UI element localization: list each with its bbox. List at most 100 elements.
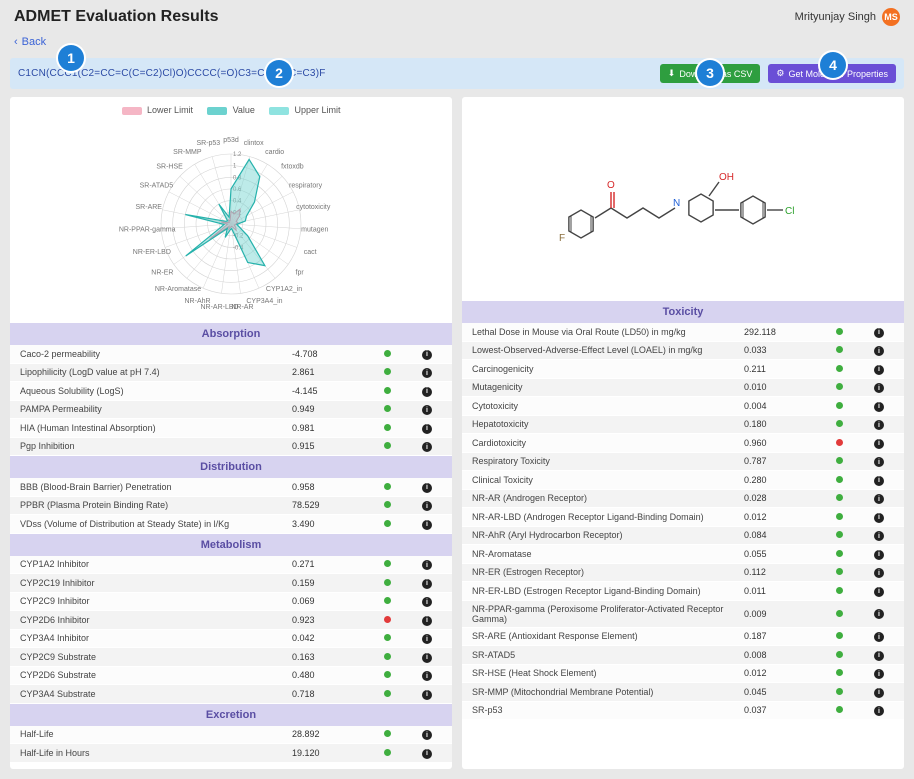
status-dot [814,567,864,577]
info-icon[interactable]: i [412,670,442,682]
info-icon[interactable]: i [412,651,442,663]
info-icon[interactable]: i [864,705,894,717]
info-icon[interactable]: i [412,577,442,589]
info-icon[interactable]: i [864,382,894,394]
info-icon[interactable]: i [864,530,894,542]
info-icon[interactable]: i [864,548,894,560]
svg-text:OH: OH [719,172,734,183]
property-row: CYP2C9 Inhibitor0.069i [10,593,452,612]
property-row: BBB (Blood-Brain Barrier) Penetration0.9… [10,478,452,497]
legend-value-swatch [207,107,227,115]
info-icon[interactable]: i [864,400,894,412]
property-value: 0.187 [744,631,814,641]
info-icon[interactable]: i [412,633,442,645]
property-value: 0.045 [744,687,814,697]
header: ADMET Evaluation Results Mrityunjay Sing… [0,0,914,32]
section-header: Toxicity [462,301,904,323]
info-icon[interactable]: i [412,614,442,626]
property-label: NR-PPAR-gamma (Peroxisome Proliferator-A… [472,604,744,624]
info-icon[interactable]: i [412,441,442,453]
property-label: CYP2C9 Inhibitor [20,596,292,606]
property-value: 0.010 [744,382,814,392]
info-icon[interactable]: i [864,668,894,680]
info-icon[interactable]: i [412,367,442,379]
info-icon[interactable]: i [412,348,442,360]
status-dot [362,596,412,606]
info-icon[interactable]: i [864,585,894,597]
property-label: NR-Aromatase [472,549,744,559]
info-icon[interactable]: i [864,686,894,698]
info-icon[interactable]: i [864,608,894,620]
info-icon[interactable]: i [412,481,442,493]
info-icon[interactable]: i [864,493,894,505]
property-label: CYP1A2 Inhibitor [20,559,292,569]
info-icon[interactable]: i [864,649,894,661]
info-icon[interactable]: i [412,747,442,759]
property-value: 0.923 [292,615,362,625]
property-value: 0.271 [292,559,362,569]
back-link[interactable]: ‹ Back [14,36,46,48]
property-row: CYP2C9 Substrate0.163i [10,648,452,667]
info-icon[interactable]: i [864,326,894,338]
info-icon[interactable]: i [412,422,442,434]
info-icon[interactable]: i [864,511,894,523]
property-value: 0.280 [744,475,814,485]
property-label: CYP3A4 Inhibitor [20,633,292,643]
property-value: 0.958 [292,482,362,492]
svg-text:Cl: Cl [785,206,794,217]
info-icon[interactable]: i [412,729,442,741]
svg-text:SR-p53: SR-p53 [196,140,220,147]
property-row: Caco-2 permeability-4.708i [10,345,452,364]
property-value: 0.028 [744,493,814,503]
avatar: MS [882,8,900,26]
info-icon[interactable]: i [412,596,442,608]
property-row: SR-MMP (Mitochondrial Membrane Potential… [462,683,904,702]
property-label: Aqueous Solubility (LogS) [20,386,292,396]
info-icon[interactable]: i [412,404,442,416]
property-value: 0.055 [744,549,814,559]
info-icon[interactable]: i [864,419,894,431]
svg-text:cact: cact [304,249,317,256]
info-icon[interactable]: i [412,688,442,700]
info-icon[interactable]: i [864,474,894,486]
annotation-bubble-3: 3 [697,60,723,86]
property-label: Caco-2 permeability [20,349,292,359]
property-value: 0.008 [744,650,814,660]
info-icon[interactable]: i [864,363,894,375]
user-chip[interactable]: Mrityunjay Singh MS [795,8,900,26]
info-icon[interactable]: i [412,500,442,512]
status-dot [814,327,864,337]
property-value: 0.011 [744,586,814,596]
info-icon[interactable]: i [412,385,442,397]
status-dot [814,382,864,392]
info-icon[interactable]: i [412,559,442,571]
property-row: CYP2D6 Inhibitor0.923i [10,611,452,630]
user-name: Mrityunjay Singh [795,11,876,23]
property-row: Clinical Toxicity0.280i [462,471,904,490]
property-value: 2.861 [292,367,362,377]
property-row: PPBR (Plasma Protein Binding Rate)78.529… [10,497,452,516]
property-label: SR-ATAD5 [472,650,744,660]
back-row: ‹ Back [0,32,914,52]
property-row: NR-ER (Estrogen Receptor)0.112i [462,564,904,583]
property-value: 0.915 [292,441,362,451]
property-label: Half-Life [20,729,292,739]
info-icon[interactable]: i [412,518,442,530]
property-label: Cardiotoxicity [472,438,744,448]
status-dot [362,482,412,492]
property-label: Lowest-Observed-Adverse-Effect Level (LO… [472,345,744,355]
property-row: Pgp Inhibition0.915 i [10,438,452,457]
info-icon[interactable]: i [864,437,894,449]
left-panel: Lower Limit Value Upper Limit -0.4-0.20.… [10,97,452,769]
info-icon[interactable]: i [864,456,894,468]
property-row: CYP3A4 Substrate0.718i [10,685,452,704]
info-icon[interactable]: i [864,567,894,579]
property-row: SR-p530.037i [462,702,904,721]
info-icon[interactable]: i [864,631,894,643]
info-icon[interactable]: i [864,345,894,357]
property-row: VDss (Volume of Distribution at Steady S… [10,515,452,534]
property-row: NR-AhR (Aryl Hydrocarbon Receptor)0.084i [462,527,904,546]
property-label: Pgp Inhibition [20,441,292,451]
svg-text:cardio: cardio [265,149,284,156]
svg-text:p53d: p53d [223,137,239,144]
